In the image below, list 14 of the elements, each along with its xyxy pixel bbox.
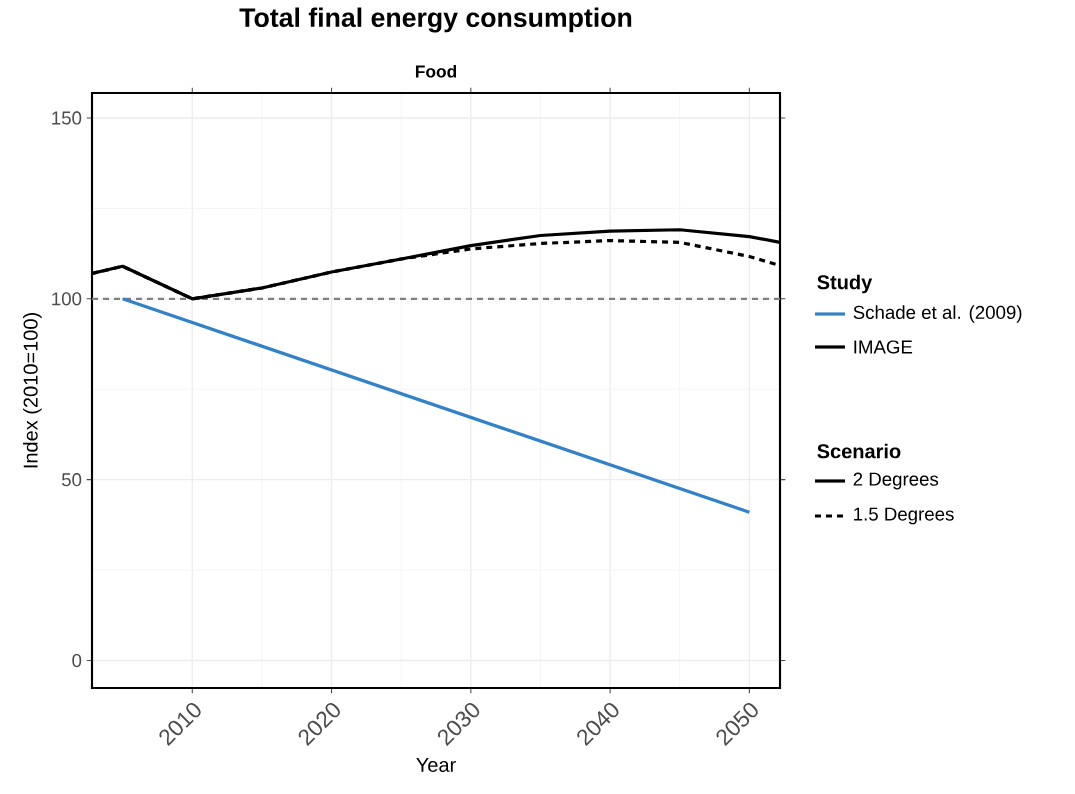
text: 2 Degrees bbox=[853, 472, 939, 490]
x-axis-title: Year bbox=[416, 757, 456, 772]
legend-label: IMAGE bbox=[854, 340, 913, 354]
y-tick-label: 150 bbox=[52, 111, 82, 125]
text: 1.5 Degrees bbox=[854, 507, 954, 525]
y-tick-label: 100 bbox=[52, 292, 82, 306]
legend-label: Schade et al. (2009) bbox=[853, 305, 1022, 323]
text: Scenario bbox=[817, 443, 901, 459]
legend-title: Study bbox=[817, 274, 873, 294]
chart-subtitle: Food bbox=[415, 64, 457, 78]
chart-title: Total final energy consumption bbox=[239, 7, 632, 33]
y-tick-label: 0 bbox=[72, 653, 82, 668]
y-axis-title: Index (2010=100) bbox=[23, 313, 42, 468]
y-tick-label: 50 bbox=[61, 473, 82, 487]
